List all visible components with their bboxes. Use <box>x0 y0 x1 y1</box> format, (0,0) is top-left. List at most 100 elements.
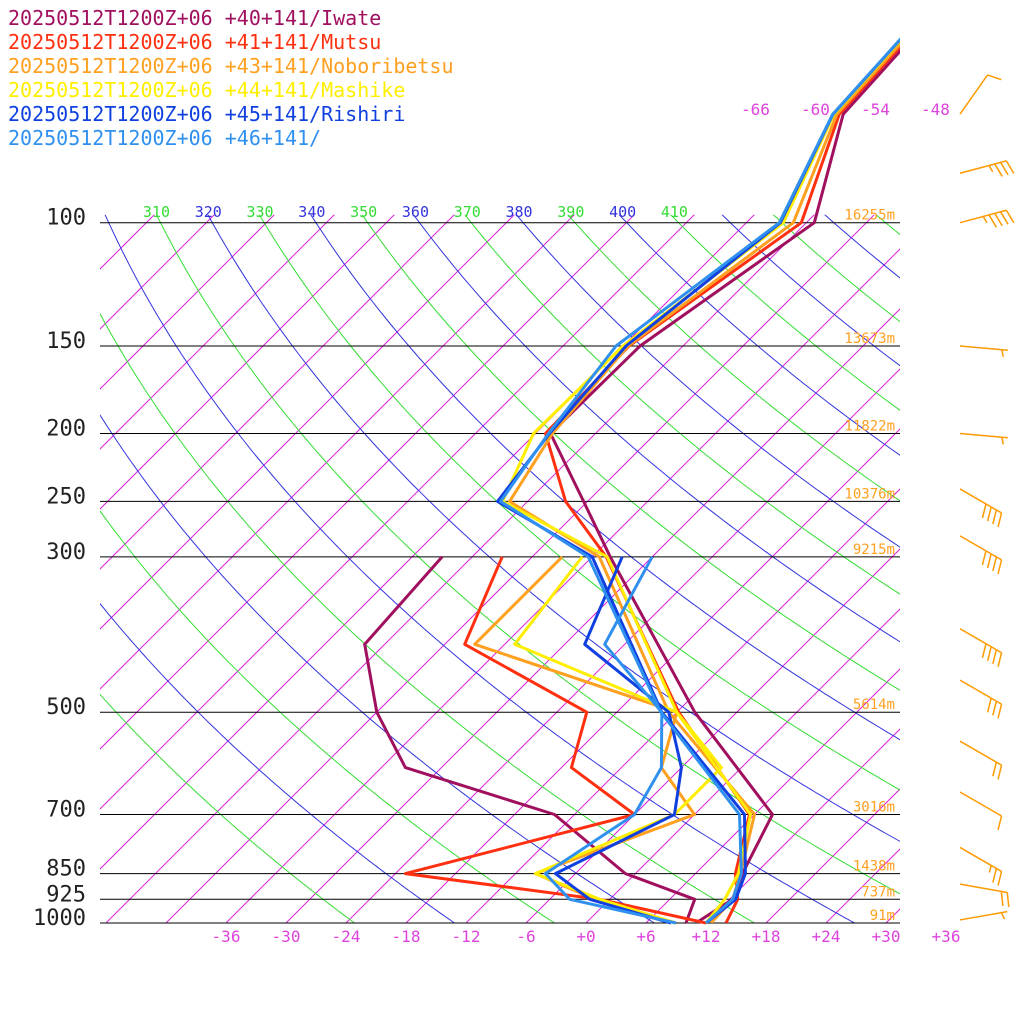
legend-entry: 20250512T1200Z+06 +40+141/Iwate <box>8 6 382 30</box>
dry-adiabat-line <box>515 214 900 548</box>
wind-barb-staff <box>959 432 1008 439</box>
isotherm-line <box>100 214 336 450</box>
wind-barb-feather <box>988 165 994 173</box>
wind-barb-staff <box>959 791 1002 817</box>
legend-entry: 20250512T1200Z+06 +45+141/Rishiri <box>8 102 406 126</box>
wind-barb-staff <box>959 910 1008 921</box>
wind-barb-feather <box>992 700 998 716</box>
height-label: 1438m <box>853 859 895 875</box>
wind-barb-feather <box>997 652 1003 668</box>
theta-label: 310 <box>143 203 170 221</box>
dry-adiabat-line <box>412 214 900 643</box>
isotherm-line <box>100 214 276 390</box>
wind-barb-feather <box>987 74 1002 81</box>
theta-label: 360 <box>402 203 429 221</box>
temperature-tick-label: +36 <box>932 927 961 946</box>
theta-label: 370 <box>454 203 481 221</box>
wind-barb <box>959 432 1008 445</box>
isotherm-line <box>765 788 900 923</box>
wind-barb-staff <box>959 488 1002 514</box>
pressure-label: 850 <box>46 857 86 882</box>
dry-adiabat-line <box>104 214 855 923</box>
theta-label: 410 <box>661 203 688 221</box>
wind-barb-feather <box>997 815 1003 831</box>
wind-barb-feather <box>997 559 1003 575</box>
wind-barb <box>959 846 1003 886</box>
wind-barb-feather <box>1006 892 1010 908</box>
isotherm-line <box>645 668 900 923</box>
wind-barb-staff <box>959 740 1002 766</box>
wind-barb-feather <box>981 503 987 519</box>
height-label: 737m <box>861 884 895 900</box>
wind-barb-staff <box>959 679 1002 705</box>
wind-barb <box>959 791 1003 831</box>
wind-barb-feather <box>1000 891 1004 906</box>
temperature-tick-label: -30 <box>272 927 301 946</box>
temperature-profile <box>508 42 900 923</box>
dry-adiabat-line <box>258 214 900 791</box>
wind-barb-staff <box>959 345 1008 351</box>
height-label: 3016m <box>853 800 895 816</box>
temperature-tick-label: -24 <box>332 927 361 946</box>
wind-barb-feather <box>997 871 1003 886</box>
isotherm-line <box>885 908 900 923</box>
legend-entry: 20250512T1200Z+06 +41+141/Mutsu <box>8 30 382 54</box>
wind-barb-feather <box>981 550 987 566</box>
wind-barb-feather <box>981 643 987 659</box>
upper-isotherm-label: -48 <box>921 100 950 119</box>
legend-entry: 20250512T1200Z+06 +46+141/ <box>8 126 322 150</box>
isotherm-line <box>705 728 900 923</box>
pressure-label: 100 <box>46 206 86 231</box>
height-label: 5614m <box>853 697 895 713</box>
temperature-tick-label: +18 <box>752 927 781 946</box>
wind-barb-feather <box>986 697 992 713</box>
theta-label: 390 <box>557 203 584 221</box>
upper-isotherm-label: -54 <box>861 100 890 119</box>
pressure-label: 250 <box>46 484 86 509</box>
wind-barb-feather <box>997 764 1003 780</box>
wind-barb-feather <box>992 649 998 665</box>
upper-isotherm-label: -60 <box>801 100 830 119</box>
dry-adiabat-line <box>969 207 1024 923</box>
wind-barb-feather <box>1000 912 1006 920</box>
wind-barb <box>959 883 1010 908</box>
height-label: 13673m <box>844 331 895 347</box>
height-label: 9215m <box>853 542 895 558</box>
dewpoint-profile <box>543 556 677 925</box>
dry-adiabat-line <box>824 214 900 279</box>
temperature-tick-label: -6 <box>516 927 535 946</box>
temperature-tick-label: -12 <box>452 927 481 946</box>
axis-labels: 100 16255m 150 13673m 200 11822m 250 10376m 300 9… <box>33 100 960 946</box>
temperature-tick-label: +30 <box>872 927 901 946</box>
height-label: 91m <box>870 908 895 924</box>
wind-barb <box>959 628 1003 668</box>
wind-barb-feather <box>986 646 992 662</box>
temperature-profile <box>496 37 900 923</box>
dry-adiabat-line <box>310 214 900 741</box>
pressure-label: 150 <box>46 329 86 354</box>
temperature-profile <box>549 49 900 923</box>
temperature-profile <box>499 37 900 923</box>
wind-barb <box>959 535 1003 575</box>
wind-barb-feather <box>992 868 998 883</box>
wind-barb-feather <box>986 506 992 522</box>
wind-barb-feather <box>982 216 988 224</box>
wind-barb <box>959 345 1008 357</box>
dry-adiabat-line <box>721 214 900 367</box>
temperature-tick-label: +6 <box>636 927 655 946</box>
wind-barb-staff <box>959 160 1007 174</box>
wind-barb <box>959 740 1003 780</box>
legend: 20250512T1200Z+06 +40+141/Iwate 20250512T… <box>8 6 454 150</box>
theta-label: 340 <box>298 203 325 221</box>
pressure-label: 200 <box>46 417 86 442</box>
wind-barb-feather <box>999 211 1009 225</box>
wind-barb-feather <box>1001 349 1004 357</box>
wind-barb-feather <box>997 512 1003 528</box>
wind-barb-feather <box>1005 209 1015 224</box>
dewpoint-profile <box>363 555 697 924</box>
wind-barb-feather <box>999 162 1009 176</box>
pressure-label: 300 <box>46 540 86 565</box>
wind-barb-feather <box>992 761 998 777</box>
pressure-label: 500 <box>46 695 86 720</box>
